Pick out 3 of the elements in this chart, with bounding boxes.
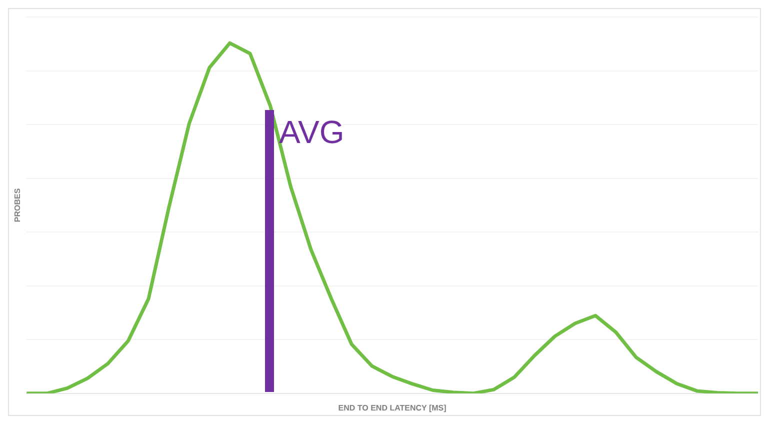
x-axis-title: END TO END LATENCY [MS]: [338, 403, 447, 412]
annotation: AVG: [279, 114, 344, 150]
y-axis-title: PROBES: [13, 188, 22, 222]
